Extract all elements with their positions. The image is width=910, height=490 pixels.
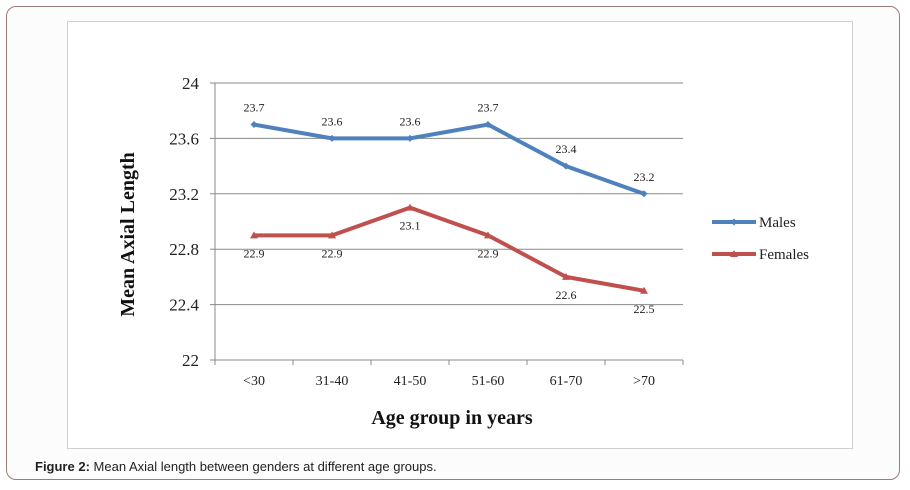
x-tick-label: 51-60 <box>472 374 505 389</box>
data-label-males: 23.7 <box>244 101 265 115</box>
caption-label: Figure 2: <box>35 459 90 474</box>
x-tick-label: 31-40 <box>316 374 349 389</box>
y-tick-label: 23.6 <box>169 129 199 148</box>
data-label-females: 23.1 <box>400 219 421 233</box>
legend-marker-males <box>730 218 738 226</box>
data-label-males: 23.2 <box>634 170 655 184</box>
legend-marker-females <box>730 250 738 257</box>
x-tick-label: 61-70 <box>550 374 583 389</box>
data-label-females: 22.5 <box>634 302 655 316</box>
data-point-females <box>640 286 648 294</box>
data-point-females <box>250 231 258 239</box>
data-point-females <box>562 272 570 280</box>
data-point-males <box>562 162 570 170</box>
data-label-females: 22.9 <box>322 246 343 260</box>
x-tick-label: 41-50 <box>394 374 427 389</box>
data-label-females: 22.9 <box>244 246 265 260</box>
data-point-males <box>640 190 648 198</box>
y-tick-label: 22 <box>182 351 199 370</box>
chart-area: 22 22.4 22.8 23.2 23.6 24 <30 31-40 41-50 51-60 61… <box>67 21 853 449</box>
x-tick-label: >70 <box>633 374 655 389</box>
data-point-males <box>406 134 414 142</box>
data-label-males: 23.6 <box>400 114 421 128</box>
data-label-males: 23.4 <box>556 142 577 156</box>
legend-label-males: Males <box>759 215 796 231</box>
x-axis-title: Age group in years <box>371 407 533 429</box>
series-line-males <box>252 122 646 196</box>
y-tick-label: 23.2 <box>169 185 199 204</box>
series-line-females <box>252 205 646 293</box>
data-label-males: 23.7 <box>478 101 499 115</box>
data-point-males <box>484 121 492 129</box>
data-point-females <box>484 231 492 239</box>
data-point-males <box>328 134 336 142</box>
y-tick-label: 22.4 <box>169 296 199 315</box>
y-axis-title: Mean Axial Length <box>117 152 139 316</box>
data-point-females <box>328 231 336 239</box>
figure-frame: 22 22.4 22.8 23.2 23.6 24 <30 31-40 41-50 51-60 61… <box>6 6 900 480</box>
line-chart: 22 22.4 22.8 23.2 23.6 24 <30 31-40 41-50 51-60 61… <box>117 74 809 429</box>
data-label-females: 22.6 <box>556 288 577 302</box>
x-tick-label: <30 <box>243 374 265 389</box>
y-tick-label: 24 <box>182 74 200 93</box>
data-point-females <box>406 203 414 211</box>
caption-text: Mean Axial length between genders at dif… <box>93 459 437 474</box>
data-label-females: 22.9 <box>478 246 499 260</box>
figure-caption: Figure 2: Mean Axial length between gend… <box>35 459 437 474</box>
data-label-males: 23.6 <box>322 114 343 128</box>
legend-label-females: Females <box>759 247 809 263</box>
data-point-males <box>250 121 258 129</box>
y-tick-label: 22.8 <box>169 240 199 259</box>
